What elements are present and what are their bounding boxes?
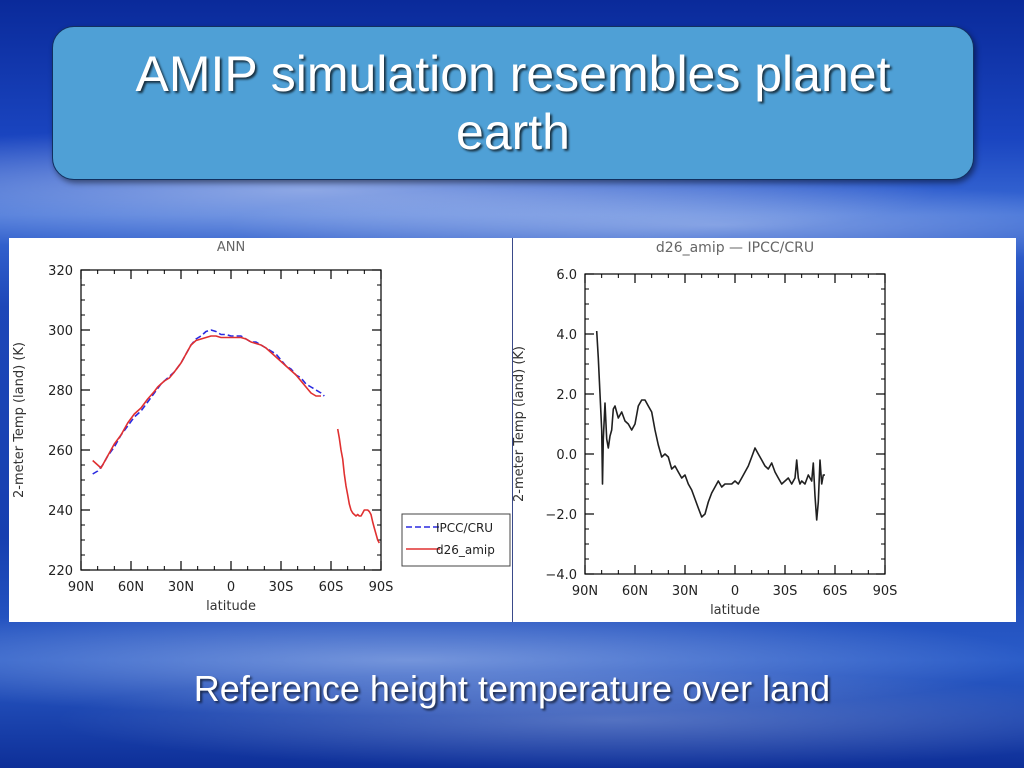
slide-title: AMIP simulation resembles planet earth [135,46,891,160]
x-tick-label: 60N [118,580,144,595]
legend-box [401,513,511,567]
y-tick-label: 320 [48,264,73,279]
x-tick-label: 0 [227,580,235,595]
y-tick-label: 0.0 [556,448,577,463]
chart-right-panel: 90N 60N 30N 0 30S 60S 90S −4.0 −2.0 0.0 2.0 4.0 6.0 d… [512,238,1016,622]
legend-label-1: d26_amip [436,543,495,557]
x-tick-label: 30S [773,584,798,599]
plot-frame [80,269,382,571]
x-tick-label: 90N [68,580,94,595]
chart-title: d26_amip — IPCC/CRU [656,240,814,256]
x-tick-label: 60S [823,584,848,599]
y-tick-label: 6.0 [556,268,577,283]
x-tick-label: 90S [873,584,898,599]
y-tick-label: 300 [48,324,73,339]
y-tick-label: 4.0 [556,328,577,343]
chart-divider [512,238,513,622]
legend-label-0: IPCC/CRU [436,521,493,535]
chart-title: ANN [217,240,245,255]
title-box: AMIP simulation resembles planet earth [52,26,974,180]
chart-left-panel: 90N 60N 30N 0 30S 60S 90S 220 240 260 280 300 320 ANN… [9,238,512,622]
chart-annual-temperature: 90N 60N 30N 0 30S 60S 90S 220 240 260 280 300 320 ANN… [12,240,511,614]
chart-temperature-difference: 90N 60N 30N 0 30S 60S 90S −4.0 −2.0 0.0 2.0 4.0 6.0 d… [512,240,898,618]
x-axis-label: latitude [206,599,256,614]
x-tick-label: 60N [622,584,648,599]
y-tick-label: 240 [48,504,73,519]
x-tick-label: 30N [672,584,698,599]
y-tick-label: −2.0 [545,508,577,523]
y-axis-label: 2-meter Temp (land) (K) [12,342,27,498]
series-line-0-segment-0 [92,329,325,475]
slide-caption: Reference height temperature over land [193,668,831,709]
series-line-1-segment-1 [336,428,381,544]
y-tick-label: 280 [48,384,73,399]
x-tick-label: 30S [269,580,294,595]
y-axis-label: 2-meter Temp (land) (K) [513,346,527,502]
series-line-1-segment-0 [92,335,321,469]
y-tick-label: −4.0 [545,568,577,583]
x-tick-label: 30N [168,580,194,595]
x-tick-label: 90S [369,580,394,595]
series-line-0-segment-0 [595,330,825,521]
y-tick-label: 2.0 [556,388,577,403]
x-tick-label: 90N [572,584,598,599]
y-tick-label: 220 [48,564,73,579]
x-tick-label: 60S [319,580,344,595]
x-axis-label: latitude [710,603,760,618]
x-tick-label: 0 [731,584,739,599]
y-tick-label: 260 [48,444,73,459]
plot-frame [584,273,886,575]
